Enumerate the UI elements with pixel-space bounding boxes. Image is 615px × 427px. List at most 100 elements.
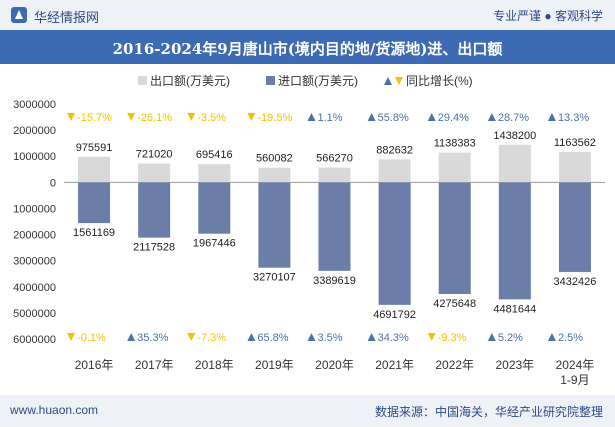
- export-value-label: 1163562: [554, 137, 596, 149]
- export-value-label: 1138383: [434, 138, 476, 150]
- export-growth-up-icon: [547, 113, 556, 121]
- tagline: 专业严谨 ● 客观科学: [493, 9, 603, 23]
- export-value-label: 721020: [136, 149, 173, 161]
- import-bar: [438, 182, 471, 294]
- x-category-label: 2024年: [556, 358, 595, 372]
- import-value-label: 4481644: [493, 303, 536, 315]
- data-labels: 975591 1561169 721020 2117528 695416 1967446 5…: [73, 130, 596, 321]
- export-bar: [378, 159, 411, 183]
- legend-export-swatch: [138, 76, 147, 85]
- website-url[interactable]: www.huaon.com: [10, 403, 99, 417]
- top-bar: 华经情报网 专业严谨 ● 客观科学: [0, 0, 615, 30]
- export-growth-label: 1.1%: [318, 112, 343, 124]
- export-bar: [138, 163, 171, 183]
- x-category-label: 2019年: [255, 358, 294, 372]
- import-value-label: 2117528: [133, 242, 175, 254]
- import-value-label: 4691792: [373, 309, 416, 321]
- import-value-label: 1561169: [73, 227, 115, 239]
- import-growth-label: -9.3%: [438, 332, 467, 344]
- import-growth-up-icon: [127, 333, 136, 341]
- import-growth-up-icon: [307, 333, 316, 341]
- import-growth-label: 2.5%: [558, 332, 583, 344]
- export-bar: [78, 156, 111, 183]
- x-category-label: 2018年: [195, 358, 234, 372]
- export-bar: [318, 167, 351, 183]
- y-tick-label: 2000000: [13, 125, 56, 137]
- x-category-label: 2022年: [435, 358, 474, 372]
- import-value-label: 3389619: [313, 275, 356, 287]
- import-value-label: 1967446: [193, 238, 236, 250]
- export-growth-label: -15.7%: [77, 112, 112, 124]
- y-tick-label: 5000000: [13, 308, 56, 320]
- import-growth-down-icon: [427, 333, 436, 341]
- import-growth-up-icon: [547, 333, 556, 341]
- x-axis: 2016年 2017年 2018年 2019年 2020年 2021年 2022年 2023年…: [75, 358, 595, 387]
- export-growth-up-icon: [307, 113, 316, 121]
- export-value-label: 975591: [76, 142, 113, 154]
- import-growth-label: 3.5%: [318, 332, 343, 344]
- export-bar: [498, 144, 531, 183]
- export-value-label: 560082: [256, 153, 293, 165]
- import-growth-up-icon: [247, 333, 256, 341]
- import-bar: [138, 182, 171, 238]
- import-growth-up-icon: [487, 333, 496, 341]
- legend-export-label: 出口额(万美元): [150, 74, 230, 88]
- footer: www.huaon.com 数据来源：中国海关，华经产业研究院整理: [0, 395, 615, 427]
- import-bar: [498, 182, 531, 300]
- huajing-logo-icon: [11, 7, 27, 23]
- y-tick-label: 2000000: [13, 230, 56, 242]
- legend: 出口额(万美元) 进口额(万美元) 同比增长(%): [138, 74, 473, 88]
- export-value-label: 1438200: [493, 130, 536, 142]
- export-growth-up-icon: [367, 113, 376, 121]
- export-growth-down-icon: [127, 113, 136, 121]
- import-growth-down-icon: [187, 333, 196, 341]
- y-tick-label: 3000000: [13, 99, 56, 111]
- export-bar: [558, 151, 591, 183]
- chart-title: 2016-2024年9月唐山市(境内目的地/货源地)进、出口额: [112, 40, 503, 58]
- export-growth-up-icon: [427, 113, 436, 121]
- legend-up-icon: [384, 77, 392, 85]
- export-growth-label: 28.7%: [498, 112, 529, 124]
- export-growth-down-icon: [67, 113, 76, 121]
- x-category-label: 1-9月: [560, 373, 589, 387]
- export-growth-label: 29.4%: [438, 112, 469, 124]
- export-growth-down-icon: [247, 113, 256, 121]
- export-value-label: 882632: [376, 144, 413, 156]
- y-tick-label: 0: [50, 177, 56, 189]
- growth-labels: -15.7% -0.1% -26.1% 35.3% -3.5% -7.3% -19.5% 65…: [67, 112, 589, 344]
- import-bar: [258, 182, 291, 268]
- import-value-label: 3432426: [554, 276, 597, 288]
- legend-import-label: 进口额(万美元): [278, 74, 358, 88]
- import-growth-label: 65.8%: [257, 332, 288, 344]
- export-growth-down-icon: [187, 113, 196, 121]
- export-growth-label: -26.1%: [137, 112, 172, 124]
- import-growth-up-icon: [367, 333, 376, 341]
- export-bar: [438, 152, 471, 183]
- data-source: 数据来源：中国海关，华经产业研究院整理: [374, 405, 603, 419]
- export-growth-label: -3.5%: [197, 112, 226, 124]
- import-growth-label: -0.1%: [77, 332, 106, 344]
- x-category-label: 2017年: [135, 358, 174, 372]
- import-growth-label: -7.3%: [197, 332, 226, 344]
- legend-import-swatch: [266, 76, 275, 85]
- y-tick-label: 1000000: [13, 203, 56, 215]
- export-bar: [198, 164, 231, 183]
- x-category-label: 2023年: [495, 358, 534, 372]
- brand-name: 华经情报网: [34, 10, 100, 25]
- export-growth-label: 55.8%: [378, 112, 409, 124]
- export-bar: [258, 167, 291, 183]
- import-bar: [318, 182, 351, 271]
- import-bar: [378, 182, 411, 305]
- import-bar: [198, 182, 231, 234]
- export-value-label: 695416: [196, 149, 233, 161]
- export-growth-label: 13.3%: [558, 112, 589, 124]
- x-category-label: 2016年: [75, 358, 114, 372]
- y-tick-label: 4000000: [13, 282, 56, 294]
- import-value-label: 3270107: [253, 272, 296, 284]
- import-growth-label: 34.3%: [378, 332, 409, 344]
- title-bar: 2016-2024年9月唐山市(境内目的地/货源地)进、出口额: [0, 30, 615, 64]
- y-tick-label: 6000000: [13, 334, 56, 346]
- import-growth-label: 5.2%: [498, 332, 523, 344]
- x-category-label: 2020年: [315, 358, 354, 372]
